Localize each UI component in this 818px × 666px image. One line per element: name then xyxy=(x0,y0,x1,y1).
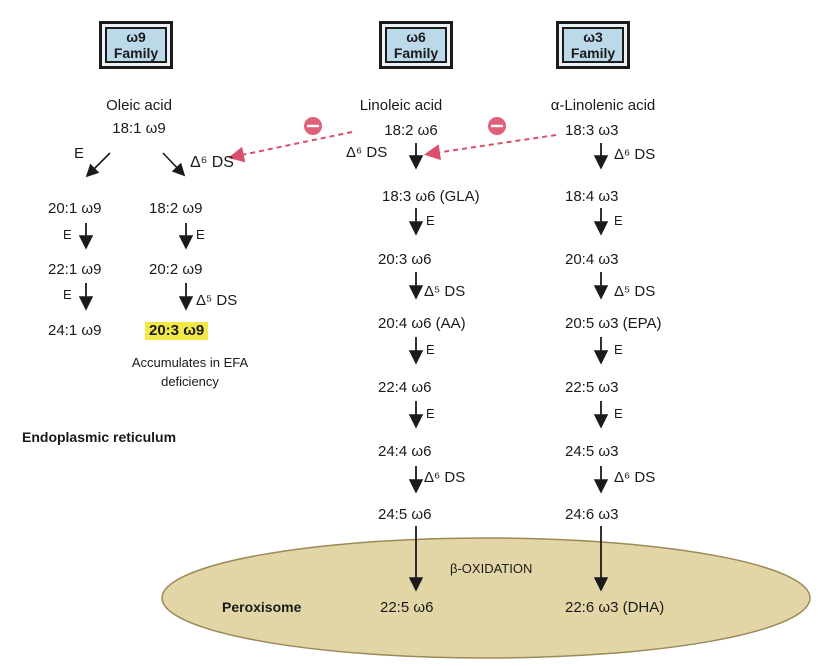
w6-product: 22:5 ω6 xyxy=(380,599,434,616)
w6-step: 22:4 ω6 xyxy=(378,379,432,396)
linoleic-acid-label: Linoleic acid xyxy=(359,97,443,114)
inhibition-icon xyxy=(488,117,506,135)
family-box-omega6: ω6 Family xyxy=(379,21,453,69)
w3-step: 22:5 ω3 xyxy=(565,379,619,396)
enzyme-label-elongase: E xyxy=(426,213,435,228)
inhibition-arrow-w3 xyxy=(424,134,557,161)
w9-elong-3: 24:1 ω9 xyxy=(48,322,102,339)
family-symbol: ω9 xyxy=(126,29,146,45)
family-symbol: ω3 xyxy=(583,29,603,45)
w3-step: 18:4 ω3 xyxy=(565,188,619,205)
family-label: Family xyxy=(570,45,616,61)
w9-desat-2: 20:2 ω9 xyxy=(149,261,203,278)
enzyme-label-elongase: E xyxy=(614,213,623,228)
alpha-linolenic-acid-label: α-Linolenic acid xyxy=(550,97,656,114)
arrow-w9-d6 xyxy=(162,152,186,177)
efa-note-line-1: Accumulates in EFA xyxy=(131,355,249,370)
peroxisome-ellipse xyxy=(161,537,811,659)
enzyme-label-elongase: E xyxy=(614,406,623,421)
enzyme-label-d5: Δ⁵ DS xyxy=(424,283,466,300)
enzyme-label-elongase: E xyxy=(74,145,85,162)
w3-step: 20:4 ω3 xyxy=(565,251,619,268)
enzyme-label-elongase: E xyxy=(63,287,72,302)
w6-step: 24:5 ω6 xyxy=(378,506,432,523)
enzyme-label-elongase: E xyxy=(614,342,623,357)
inhibition-icon xyxy=(304,117,322,135)
enzyme-label-d6: Δ⁶ DS xyxy=(346,144,388,161)
enzyme-label-d5: Δ⁵ DS xyxy=(614,283,656,300)
er-label: Endoplasmic reticulum xyxy=(22,429,177,445)
enzyme-label-d6: Δ⁶ DS xyxy=(614,469,656,486)
w3-step: 24:6 ω3 xyxy=(565,506,619,523)
family-label: Family xyxy=(393,45,439,61)
enzyme-label-elongase: E xyxy=(426,342,435,357)
w3-step: 20:5 ω3 (EPA) xyxy=(565,315,662,332)
enzyme-label-elongase: E xyxy=(426,406,435,421)
w9-desat-1: 18:2 ω9 xyxy=(149,200,203,217)
w6-step: 20:3 ω6 xyxy=(378,251,432,268)
w6-step: 18:3 ω6 (GLA) xyxy=(382,188,480,205)
w9-elong-1: 20:1 ω9 xyxy=(48,200,102,217)
family-box-omega3: ω3 Family xyxy=(556,21,630,69)
enzyme-label-elongase: E xyxy=(63,227,72,242)
peroxisome-label: Peroxisome xyxy=(222,599,302,615)
w3-step: 18:3 ω3 xyxy=(565,122,619,139)
enzyme-label-d6: Δ⁶ DS xyxy=(614,146,656,163)
enzyme-label-elongase: E xyxy=(196,227,205,242)
w9-elong-2: 22:1 ω9 xyxy=(48,261,102,278)
family-symbol: ω6 xyxy=(406,29,426,45)
oleic-acid-label: Oleic acid xyxy=(106,97,172,114)
w6-step: 18:2 ω6 xyxy=(384,122,438,139)
enzyme-label-d6: Δ⁶ DS xyxy=(190,154,234,171)
arrow-w9-elongase xyxy=(85,152,111,178)
highlighted-mead-acid: 20:3 ω9 xyxy=(145,322,209,340)
w6-step: 20:4 ω6 (AA) xyxy=(378,315,466,332)
family-label: Family xyxy=(113,45,159,61)
w9-start-label: 18:1 ω9 xyxy=(112,120,166,137)
enzyme-label-d5: Δ⁵ DS xyxy=(196,292,238,309)
inhibition-arrow-w6 xyxy=(228,131,353,163)
family-box-omega9: ω9 Family xyxy=(99,21,173,69)
efa-note-line-2: deficiency xyxy=(161,374,219,389)
w3-product: 22:6 ω3 (DHA) xyxy=(565,599,665,616)
w6-step: 24:4 ω6 xyxy=(378,443,432,460)
enzyme-label-d6: Δ⁶ DS xyxy=(424,469,466,486)
beta-oxidation-label: β-OXIDATION xyxy=(450,561,533,576)
w3-step: 24:5 ω3 xyxy=(565,443,619,460)
